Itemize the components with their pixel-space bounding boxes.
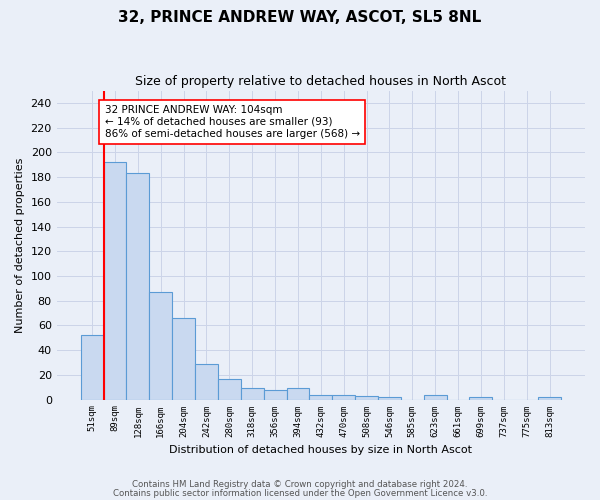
Bar [310,394,332,400]
Bar [149,292,172,400]
Bar [127,174,149,400]
Text: Contains HM Land Registry data © Crown copyright and database right 2024.: Contains HM Land Registry data © Crown c… [132,480,468,489]
Bar [241,388,263,400]
Bar [172,318,195,400]
Bar [424,394,446,400]
Bar [355,396,378,400]
Bar [332,394,355,400]
Title: Size of property relative to detached houses in North Ascot: Size of property relative to detached ho… [136,75,506,88]
Bar [287,388,310,400]
Bar [378,397,401,400]
Bar [104,162,127,400]
Bar [469,397,493,400]
Bar [218,378,241,400]
Bar [195,364,218,400]
X-axis label: Distribution of detached houses by size in North Ascot: Distribution of detached houses by size … [169,445,472,455]
Y-axis label: Number of detached properties: Number of detached properties [15,158,25,332]
Text: Contains public sector information licensed under the Open Government Licence v3: Contains public sector information licen… [113,488,487,498]
Text: 32 PRINCE ANDREW WAY: 104sqm
← 14% of detached houses are smaller (93)
86% of se: 32 PRINCE ANDREW WAY: 104sqm ← 14% of de… [104,106,360,138]
Bar [538,397,561,400]
Bar [80,336,104,400]
Text: 32, PRINCE ANDREW WAY, ASCOT, SL5 8NL: 32, PRINCE ANDREW WAY, ASCOT, SL5 8NL [118,10,482,25]
Bar [263,390,287,400]
